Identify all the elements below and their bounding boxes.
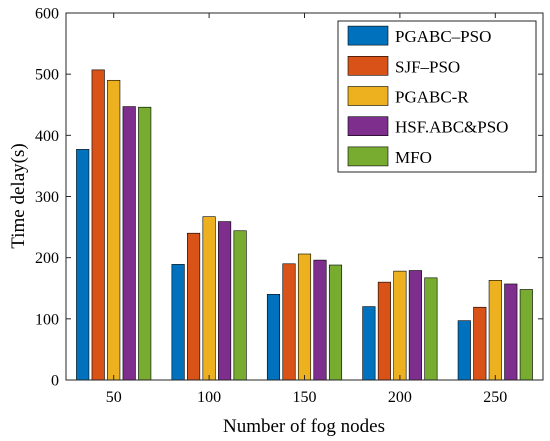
x-axis-title: Number of fog nodes — [223, 416, 385, 437]
bar-4-50 — [122, 106, 136, 381]
bar-5-100 — [233, 230, 247, 381]
legend-swatch-4 — [347, 116, 389, 136]
bar-4-100 — [218, 221, 232, 381]
bar-4-200 — [408, 270, 422, 381]
legend-swatch-3 — [347, 86, 389, 106]
y-tick-label: 200 — [35, 250, 59, 267]
bar-2-200 — [377, 281, 391, 381]
legend-label-1: PGABC–PSO — [395, 27, 491, 46]
legend-label-3: PGABC-R — [395, 88, 469, 107]
bar-3-200 — [393, 270, 407, 381]
y-tick-label: 500 — [35, 67, 59, 84]
bar-5-150 — [328, 264, 343, 381]
y-tick-label: 0 — [51, 373, 59, 390]
bar-1-200 — [362, 306, 376, 381]
x-tick-label: 100 — [197, 389, 221, 406]
bar-5-200 — [424, 277, 438, 381]
bar-4-250 — [504, 283, 518, 381]
axes-group: 0 100 200 300 400 500 600 50 100 150 200 250 — [35, 6, 544, 406]
x-tick-label: 200 — [388, 389, 412, 406]
bar-3-250 — [488, 279, 502, 381]
bar-5-50 — [138, 106, 152, 381]
bar-3-100 — [202, 216, 216, 381]
x-tick-label: 50 — [106, 389, 122, 406]
bar-1-250 — [457, 320, 471, 381]
legend-swatch-2 — [347, 55, 389, 76]
legend-label-4: HSF.ABC&PSO — [395, 118, 508, 137]
y-axis-title: Time delay(s) — [8, 143, 29, 248]
x-tick-label: 250 — [483, 389, 507, 406]
y-tick-label: 100 — [35, 311, 59, 328]
y-tick-label: 600 — [35, 6, 59, 23]
bar-2-150 — [282, 263, 296, 381]
legend-label-5: MFO — [395, 148, 432, 167]
bar-2-250 — [473, 306, 487, 381]
bar-3-50 — [107, 79, 121, 381]
y-tick-label: 400 — [35, 128, 59, 145]
legend: PGABC–PSO SJF–PSO PGABC-R HSF.ABC&PSO MFO — [337, 20, 537, 173]
bar-2-100 — [187, 232, 201, 381]
bar-1-50 — [76, 149, 90, 381]
legend-label-2: SJF–PSO — [395, 57, 460, 76]
bar-4-150 — [313, 259, 327, 381]
y-tick-label: 300 — [35, 189, 59, 206]
bar-2-50 — [91, 69, 105, 381]
legend-swatch-1 — [347, 25, 389, 46]
bar-1-150 — [266, 294, 281, 381]
bar-1-100 — [171, 264, 185, 381]
x-tick-label: 150 — [293, 389, 317, 406]
bars-group — [76, 69, 533, 381]
legend-swatch-5 — [347, 146, 389, 167]
bar-3-150 — [297, 253, 312, 381]
bar-5-250 — [519, 289, 533, 381]
